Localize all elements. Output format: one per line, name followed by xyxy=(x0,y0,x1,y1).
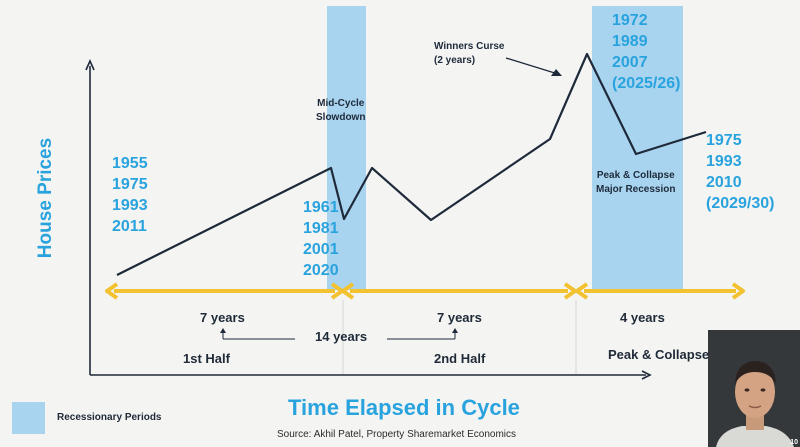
second-span-label: 7 years xyxy=(437,310,482,325)
recession-band-mid-cycle xyxy=(327,6,366,290)
peak-collapse-annotation: Peak & Collapse Major Recession xyxy=(596,170,676,195)
total-span-label: 14 years xyxy=(315,329,368,344)
legend-swatch xyxy=(12,402,45,434)
legend-label: Recessionary Periods xyxy=(57,412,162,423)
year-item: (2025/26) xyxy=(612,75,681,92)
years-mid-cycle: 1961 1981 2001 2020 xyxy=(303,197,339,281)
timeline-arrow-first xyxy=(105,282,344,300)
year-item: 1989 xyxy=(612,33,648,50)
first-span-label: 7 years xyxy=(200,310,245,325)
year-item: 2001 xyxy=(303,241,339,258)
year-item: 1981 xyxy=(303,220,339,237)
year-item: (2029/30) xyxy=(706,195,775,212)
year-item: 2011 xyxy=(112,218,147,235)
webcam-badge: 10 xyxy=(790,439,798,446)
years-peak: 1972 1989 2007 (2025/26) xyxy=(612,10,681,94)
year-item: 1975 xyxy=(112,176,148,193)
winners-curse-arrow xyxy=(505,57,562,76)
y-axis-label: House Prices xyxy=(35,137,56,259)
timeline-arrow-second xyxy=(341,282,577,300)
recession-band-peak xyxy=(592,6,683,290)
presenter-webcam: 10 xyxy=(708,330,800,447)
winners-curse-annotation: Winners Curse (2 years) xyxy=(434,41,505,66)
x-axis-label: Time Elapsed in Cycle xyxy=(288,395,520,420)
source-credit: Source: Akhil Patel, Property Sharemarke… xyxy=(277,429,516,440)
y-axis xyxy=(85,59,95,375)
year-item: 2010 xyxy=(706,174,742,191)
year-item: 1955 xyxy=(112,155,148,172)
year-item: 1993 xyxy=(112,197,148,214)
collapse-span-label: 4 years xyxy=(620,310,665,325)
years-start: 1955 1975 1993 2011 xyxy=(112,153,148,237)
year-item: 1975 xyxy=(706,132,742,149)
house-price-line xyxy=(116,52,707,276)
x-axis xyxy=(90,370,652,380)
peak-phase-label: Peak & Collapse xyxy=(608,347,710,362)
half-span-bracket-right xyxy=(387,328,458,340)
half-span-bracket-left xyxy=(220,328,295,340)
year-item: 1972 xyxy=(612,12,648,29)
second-half-label: 2nd Half xyxy=(434,351,486,366)
timeline-arrow-collapse xyxy=(575,282,745,300)
year-item: 1993 xyxy=(706,153,742,170)
mid-cycle-annotation: Mid-Cycle Slowdown xyxy=(316,98,366,123)
years-end: 1975 1993 2010 (2029/30) xyxy=(706,130,775,214)
year-item: 1961 xyxy=(303,199,339,216)
year-item: 2020 xyxy=(303,262,339,279)
presenter-silhouette xyxy=(708,330,800,447)
first-half-label: 1st Half xyxy=(183,351,230,366)
year-item: 2007 xyxy=(612,54,648,71)
